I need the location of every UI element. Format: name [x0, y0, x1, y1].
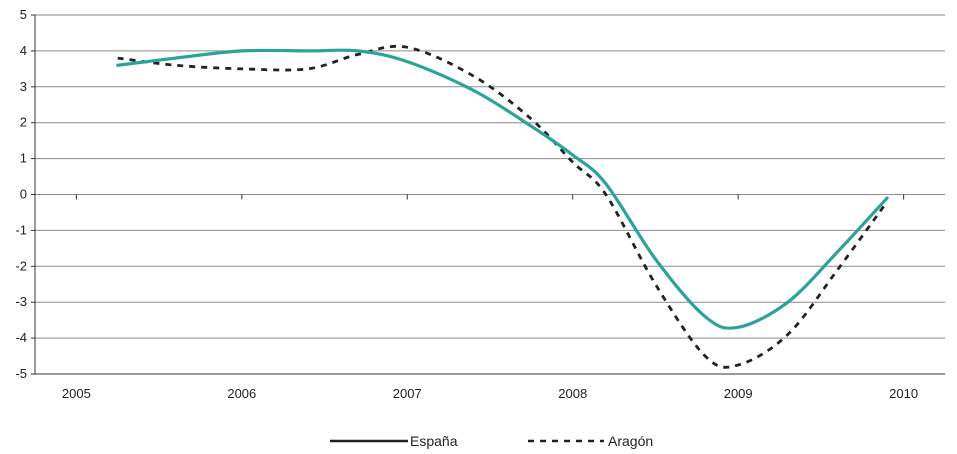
y-tick-label: -4	[15, 330, 27, 345]
y-tick-label: 1	[20, 151, 27, 166]
y-tick-label: 5	[20, 7, 27, 22]
x-tick-label: 2006	[227, 386, 256, 401]
y-tick-label: -1	[15, 222, 27, 237]
x-tick-label: 2009	[724, 386, 753, 401]
y-tick-label: 0	[20, 187, 27, 202]
y-axis-tick-labels: 5 4 3 2 1 0 -1 -2 -3 -4 -5	[15, 7, 35, 381]
x-tick-label: 2007	[393, 386, 422, 401]
y-tick-label: 3	[20, 79, 27, 94]
series-line-espana	[116, 48, 889, 330]
series-line-aragon	[117, 45, 889, 369]
x-axis-tick-labels: 2005 2006 2007 2008 2009 2010	[62, 194, 918, 401]
x-tick-label: 2008	[558, 386, 587, 401]
series-group	[116, 45, 889, 369]
y-tick-label: -3	[15, 294, 27, 309]
y-tick-label: 4	[20, 43, 27, 58]
legend-label-espana: España	[410, 433, 458, 449]
x-tick-label: 2005	[62, 386, 91, 401]
grid-lines	[35, 14, 945, 339]
legend: España Aragón	[330, 433, 653, 449]
legend-label-aragon: Aragón	[608, 433, 653, 449]
y-tick-label: -5	[15, 366, 27, 381]
y-tick-label: -2	[15, 258, 27, 273]
y-tick-label: 2	[20, 115, 27, 130]
x-tick-label: 2010	[889, 386, 918, 401]
